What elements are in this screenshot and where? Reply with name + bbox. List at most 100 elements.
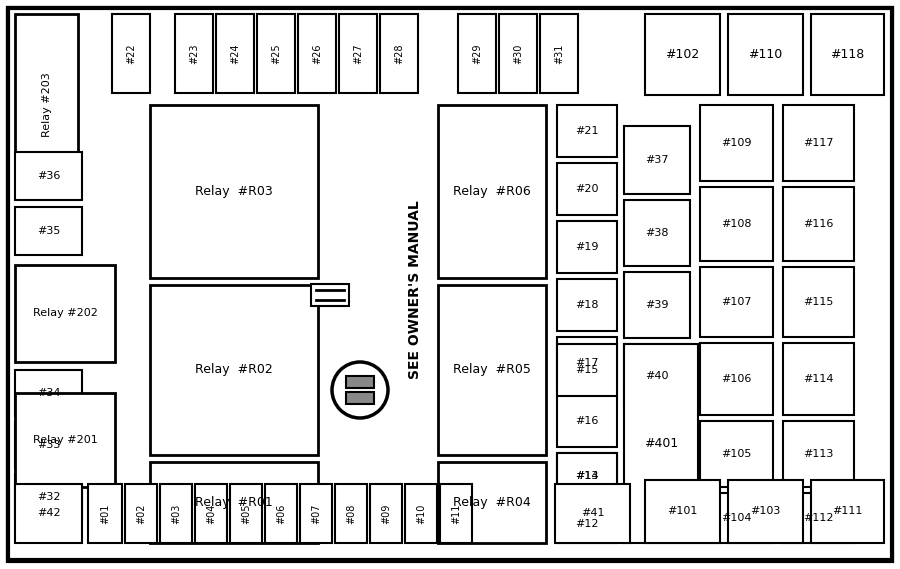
Text: #07: #07 xyxy=(311,503,321,523)
Bar xyxy=(230,484,262,543)
Text: Relay  #R04: Relay #R04 xyxy=(453,496,531,509)
Text: SEE OWNER'S MANUAL: SEE OWNER'S MANUAL xyxy=(408,201,422,380)
Bar xyxy=(195,484,227,543)
Text: #39: #39 xyxy=(645,300,669,310)
Text: #41: #41 xyxy=(580,509,604,518)
Bar xyxy=(257,14,295,93)
Bar xyxy=(370,484,402,543)
Bar xyxy=(557,453,617,499)
Bar xyxy=(557,337,617,389)
Bar xyxy=(216,14,254,93)
Text: #25: #25 xyxy=(271,43,281,64)
Text: #104: #104 xyxy=(721,513,752,523)
Bar xyxy=(728,480,803,543)
Bar xyxy=(555,484,630,543)
Text: #11: #11 xyxy=(451,504,461,523)
Bar xyxy=(15,14,78,195)
Text: #17: #17 xyxy=(575,358,598,368)
Bar xyxy=(783,105,854,181)
Bar xyxy=(440,484,472,543)
Bar xyxy=(645,480,720,543)
Text: #116: #116 xyxy=(804,219,833,229)
Text: #105: #105 xyxy=(721,449,752,459)
Bar xyxy=(624,344,698,543)
Bar xyxy=(15,422,82,468)
Bar xyxy=(624,126,690,194)
Text: #30: #30 xyxy=(513,43,523,64)
Bar xyxy=(700,105,773,181)
Text: #08: #08 xyxy=(346,504,356,523)
Text: #36: #36 xyxy=(37,171,60,181)
Bar xyxy=(557,395,617,447)
Bar xyxy=(783,421,854,487)
Text: #34: #34 xyxy=(37,388,60,398)
Bar xyxy=(405,484,437,543)
Text: #03: #03 xyxy=(171,504,181,523)
Bar xyxy=(160,484,192,543)
Text: #01: #01 xyxy=(100,504,110,523)
Text: #15: #15 xyxy=(575,365,598,375)
Bar xyxy=(150,105,318,278)
Text: #38: #38 xyxy=(645,228,669,238)
Text: #02: #02 xyxy=(136,503,146,523)
Bar xyxy=(175,14,213,93)
Bar xyxy=(700,493,773,543)
Bar xyxy=(645,14,720,95)
Bar xyxy=(298,14,336,93)
Text: #109: #109 xyxy=(721,138,752,148)
Bar xyxy=(300,484,332,543)
Bar xyxy=(346,392,374,404)
Text: #33: #33 xyxy=(37,440,60,450)
Text: #42: #42 xyxy=(37,509,60,518)
Text: #12: #12 xyxy=(575,519,598,529)
Text: #106: #106 xyxy=(721,374,752,384)
Bar xyxy=(557,344,617,396)
Text: #101: #101 xyxy=(667,506,698,517)
Text: #18: #18 xyxy=(575,300,598,310)
Text: #37: #37 xyxy=(645,155,669,165)
Bar xyxy=(112,14,150,93)
Bar xyxy=(15,370,82,416)
Bar xyxy=(540,14,578,93)
Text: #117: #117 xyxy=(803,138,833,148)
Text: #13: #13 xyxy=(575,471,598,481)
Bar xyxy=(811,14,884,95)
Bar xyxy=(150,462,318,543)
Text: #10: #10 xyxy=(416,504,426,523)
Bar xyxy=(700,343,773,415)
Text: #107: #107 xyxy=(721,297,752,307)
Text: Relay #202: Relay #202 xyxy=(32,308,97,319)
Bar xyxy=(15,152,82,200)
Text: #115: #115 xyxy=(804,297,833,307)
Text: #14: #14 xyxy=(575,471,598,481)
Text: Relay  #R05: Relay #R05 xyxy=(453,364,531,377)
Bar xyxy=(438,285,546,455)
Bar xyxy=(380,14,418,93)
Bar xyxy=(15,207,82,255)
Bar xyxy=(15,484,82,543)
Text: #401: #401 xyxy=(644,437,678,450)
Text: #29: #29 xyxy=(472,43,482,64)
Text: #26: #26 xyxy=(312,43,322,64)
Bar xyxy=(88,484,122,543)
Text: #06: #06 xyxy=(276,504,286,523)
Bar xyxy=(335,484,367,543)
Text: #23: #23 xyxy=(189,43,199,64)
Text: #16: #16 xyxy=(575,416,598,426)
Bar xyxy=(557,105,617,157)
Text: #21: #21 xyxy=(575,126,598,136)
Text: #05: #05 xyxy=(241,503,251,523)
Text: #108: #108 xyxy=(721,219,752,229)
Bar xyxy=(624,272,690,338)
Bar xyxy=(265,484,297,543)
Bar xyxy=(311,284,349,306)
Bar xyxy=(557,505,617,543)
Text: #32: #32 xyxy=(37,492,60,502)
Text: #111: #111 xyxy=(832,506,863,517)
Bar xyxy=(438,462,546,543)
Text: #35: #35 xyxy=(37,226,60,236)
Text: Relay  #R01: Relay #R01 xyxy=(195,496,273,509)
Bar xyxy=(700,421,773,487)
Text: #28: #28 xyxy=(394,43,404,64)
Text: #118: #118 xyxy=(831,48,865,61)
